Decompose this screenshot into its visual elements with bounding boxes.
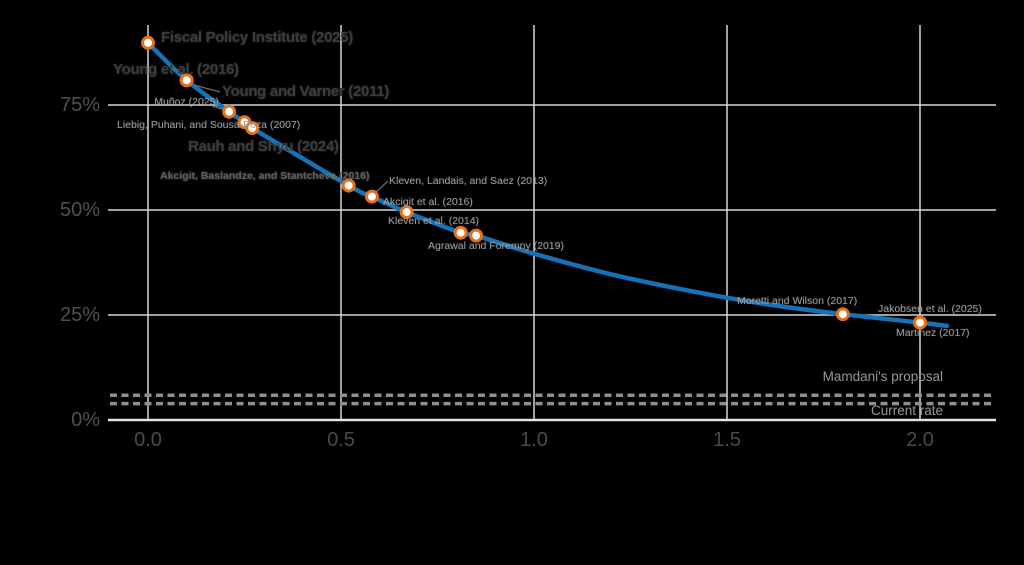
- data-point-marker: [364, 189, 379, 204]
- label-kleven-landais-saez-2013: Kleven, Landais, and Saez (2013): [389, 175, 548, 187]
- label-leader-line: [193, 84, 221, 93]
- data-point-marker: [141, 35, 155, 50]
- label-current-rate: Current rate: [870, 403, 943, 418]
- y-tick-0: 0%: [71, 409, 100, 431]
- label-young-and-varner-2011: Young and Varner (2011): [222, 83, 390, 100]
- label-akcigit-et-al-2016: Akcigit et al. (2016): [383, 196, 473, 208]
- x-tick-0.0: 0.0: [134, 429, 162, 451]
- label-young-et-al-2016: Young et al. (2016): [113, 61, 239, 78]
- x-tick-2.0: 2.0: [906, 429, 934, 451]
- data-point-marker: [469, 228, 484, 243]
- label-munoz-2025: Muñoz (2025): [154, 96, 219, 108]
- label-agrawal-foremny-2019: Agrawal and Foremny (2019): [428, 240, 564, 252]
- y-tick-25: 25%: [59, 304, 100, 326]
- label-martinez-2017: Martinez (2017): [896, 327, 970, 339]
- data-point-marker: [222, 104, 237, 119]
- label-akcigit-baslandze-stantcheva: Akcigit, Baslandze, and Stantcheva (2016…: [160, 170, 370, 182]
- data-point-marker: [245, 121, 260, 136]
- label-leader-line: [374, 180, 389, 194]
- data-point-marker: [453, 225, 468, 240]
- label-rauh-and-shyu-2024: Rauh and Shyu (2024): [188, 138, 339, 155]
- label-fiscal-policy-institute: Fiscal Policy Institute (2025): [161, 29, 353, 46]
- label-liebig-puhani-sousa-poza: Liebig, Puhani, and Sousa-Poza (2007): [117, 119, 301, 131]
- label-jakobsen-et-al-2025: Jakobsen et al. (2025): [878, 303, 982, 315]
- data-point-marker: [341, 178, 356, 193]
- data-point-marker: [835, 307, 850, 322]
- data-point-marker: [913, 315, 927, 330]
- x-tick-0.5: 0.5: [327, 429, 355, 451]
- y-tick-75: 75%: [59, 94, 100, 116]
- x-tick-1.5: 1.5: [713, 429, 741, 451]
- label-mamdani-proposal: Mamdani's proposal: [822, 369, 943, 384]
- x-tick-1.0: 1.0: [520, 429, 548, 451]
- label-moretti-wilson-2017: Moretti and Wilson (2017): [737, 295, 858, 307]
- y-tick-50: 50%: [59, 199, 100, 221]
- data-point-marker: [179, 73, 194, 88]
- label-kleven-et-al-2014: Kleven et al. (2014): [388, 215, 480, 227]
- data-point-marker: [399, 205, 414, 220]
